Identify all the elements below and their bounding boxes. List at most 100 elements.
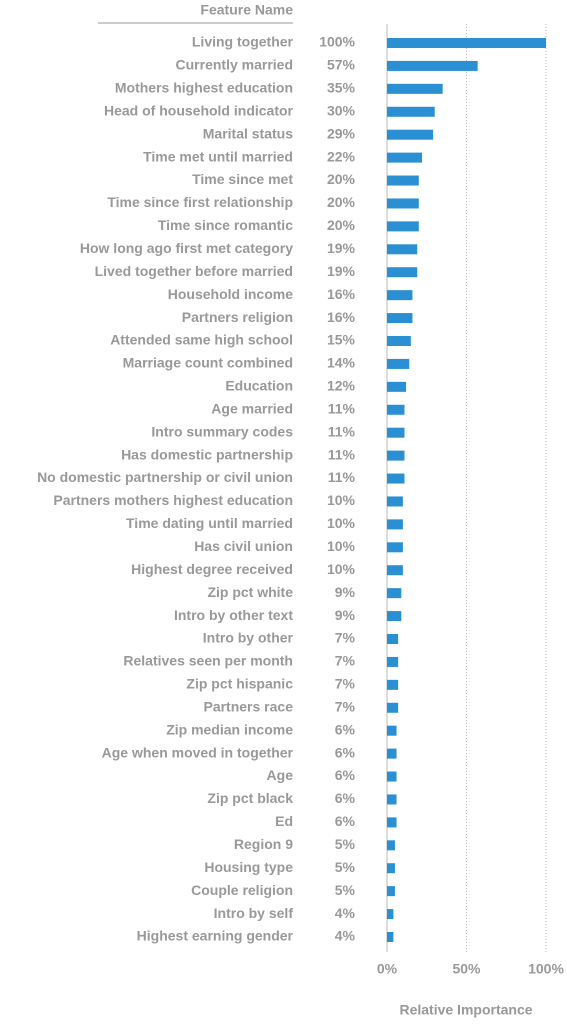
- bar: [387, 336, 411, 346]
- category-label: Age: [267, 767, 294, 783]
- value-label: 6%: [335, 721, 356, 737]
- value-label: 5%: [335, 859, 356, 875]
- value-label: 20%: [327, 194, 356, 210]
- bar: [387, 381, 407, 392]
- bar: [387, 244, 418, 255]
- value-label: 10%: [327, 492, 356, 508]
- category-label: Partners religion: [182, 309, 293, 325]
- category-label: Education: [225, 378, 293, 394]
- value-label: 5%: [335, 836, 356, 852]
- category-label: Intro by self: [214, 905, 294, 921]
- value-label: 6%: [335, 767, 356, 783]
- bar: [387, 656, 399, 667]
- bar: [387, 611, 402, 622]
- category-label: Zip median income: [166, 721, 293, 737]
- bar: [387, 175, 419, 186]
- x-tick-label: 0%: [377, 961, 398, 977]
- value-label: 11%: [328, 423, 356, 439]
- category-label: Zip pct black: [207, 790, 293, 806]
- bar: [387, 404, 405, 415]
- value-label: 9%: [335, 607, 356, 623]
- category-label: Living together: [192, 34, 294, 50]
- value-label: 10%: [327, 515, 356, 531]
- bar: [387, 840, 395, 851]
- bar: [387, 38, 546, 48]
- category-label: Region 9: [234, 836, 293, 852]
- category-label: Household income: [168, 286, 293, 302]
- bar: [387, 450, 405, 461]
- bar: [387, 565, 403, 576]
- category-label: Lived together before married: [95, 263, 293, 279]
- category-label: Highest degree received: [131, 561, 293, 577]
- category-label: Ed: [275, 813, 293, 829]
- category-label: Time dating until married: [126, 515, 293, 531]
- bar: [387, 313, 413, 324]
- category-label: Time since first relationship: [107, 194, 293, 210]
- category-label: Partners race: [203, 698, 293, 714]
- bar: [387, 496, 403, 507]
- bar: [387, 519, 403, 530]
- value-label: 20%: [327, 217, 356, 233]
- category-label: Marriage count combined: [123, 355, 293, 371]
- category-label: Zip pct white: [207, 584, 293, 600]
- category-label: Mothers highest education: [115, 80, 293, 96]
- value-label: 14%: [327, 355, 356, 371]
- category-label: Has civil union: [194, 538, 293, 554]
- category-label: Marital status: [203, 125, 293, 141]
- category-label: Housing type: [204, 859, 293, 875]
- bar: [387, 267, 418, 278]
- value-label: 6%: [335, 790, 356, 806]
- bar: [387, 794, 397, 805]
- bar: [387, 748, 397, 759]
- category-header: Feature Name: [200, 2, 293, 18]
- x-axis-label: Relative Importance: [399, 1002, 532, 1018]
- bar: [387, 83, 443, 94]
- bar: [387, 817, 397, 828]
- bar: [387, 290, 413, 301]
- bar: [387, 588, 402, 599]
- value-label: 10%: [327, 561, 356, 577]
- bar: [387, 129, 434, 140]
- x-tick-label: 100%: [528, 961, 564, 977]
- bar: [387, 702, 399, 713]
- value-label: 11%: [328, 400, 356, 416]
- bar: [387, 358, 410, 369]
- value-label: 35%: [327, 80, 356, 96]
- bar: [387, 771, 397, 782]
- bar: [387, 106, 435, 117]
- bar: [387, 863, 395, 874]
- category-label: Age married: [211, 400, 293, 416]
- category-label: Time met until married: [143, 148, 293, 164]
- category-label: Zip pct hispanic: [186, 676, 293, 692]
- category-label: Has domestic partnership: [121, 446, 293, 462]
- value-label: 7%: [335, 630, 356, 646]
- category-label: Highest earning gender: [137, 928, 294, 944]
- value-label: 7%: [335, 653, 356, 669]
- value-label: 7%: [335, 676, 356, 692]
- value-label: 7%: [335, 698, 356, 714]
- category-label: Relatives seen per month: [123, 653, 293, 669]
- category-label: Head of household indicator: [104, 102, 294, 118]
- value-label: 12%: [327, 378, 356, 394]
- bar: [387, 634, 399, 644]
- category-label: Intro by other: [203, 630, 294, 646]
- value-label: 15%: [327, 332, 356, 348]
- value-label: 30%: [327, 102, 356, 118]
- category-label: How long ago first met category: [80, 240, 293, 256]
- value-label: 19%: [327, 240, 356, 256]
- category-label: Attended same high school: [110, 332, 293, 348]
- bar: [387, 725, 397, 736]
- bar: [387, 221, 419, 232]
- value-label: 4%: [335, 928, 356, 944]
- bar: [387, 60, 478, 71]
- value-label: 22%: [327, 148, 356, 164]
- value-label: 16%: [327, 286, 356, 302]
- category-label: No domestic partnership or civil union: [37, 469, 293, 485]
- bar: [387, 198, 419, 209]
- bar: [387, 909, 394, 920]
- value-label: 57%: [327, 57, 356, 73]
- value-label: 20%: [327, 171, 356, 187]
- value-label: 6%: [335, 744, 356, 760]
